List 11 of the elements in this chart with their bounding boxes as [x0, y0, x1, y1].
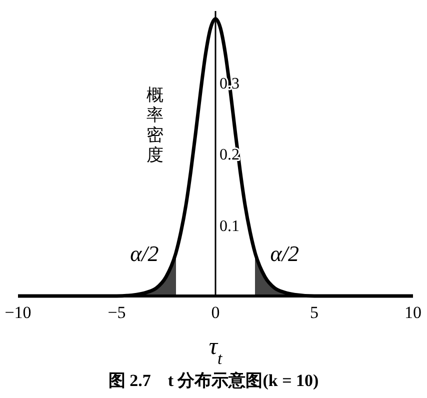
y-tick-label: 0.1 — [220, 218, 240, 235]
x-tick-label: 0 — [211, 303, 220, 322]
x-tick-label: 5 — [310, 303, 318, 322]
annotation: α/2 — [270, 241, 299, 266]
x-axis-title: τ$_{t}$ — [208, 334, 222, 368]
text: 图 2.7 t 分布示意图(k = 10) — [108, 371, 319, 390]
y-axis-title: 概率密度 — [146, 85, 164, 164]
x-tick-label: −10 — [4, 303, 32, 322]
annotation: α/2 — [130, 241, 159, 266]
x-tick-label: 10 — [404, 303, 422, 322]
x-tick-label: −5 — [108, 303, 126, 322]
